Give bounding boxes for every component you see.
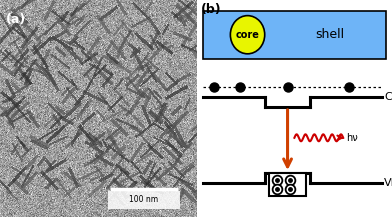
Text: (b): (b) bbox=[201, 3, 221, 16]
Text: 100 nm: 100 nm bbox=[129, 196, 158, 204]
Text: CB: CB bbox=[384, 92, 392, 102]
Text: hν: hν bbox=[346, 133, 358, 143]
Text: (a): (a) bbox=[6, 13, 26, 26]
Text: VB: VB bbox=[384, 178, 392, 188]
Text: shell: shell bbox=[315, 28, 344, 41]
Bar bbox=[203, 11, 386, 59]
Bar bbox=[269, 173, 306, 196]
Text: core: core bbox=[236, 30, 260, 40]
Circle shape bbox=[230, 16, 265, 54]
Bar bbox=[108, 191, 180, 209]
